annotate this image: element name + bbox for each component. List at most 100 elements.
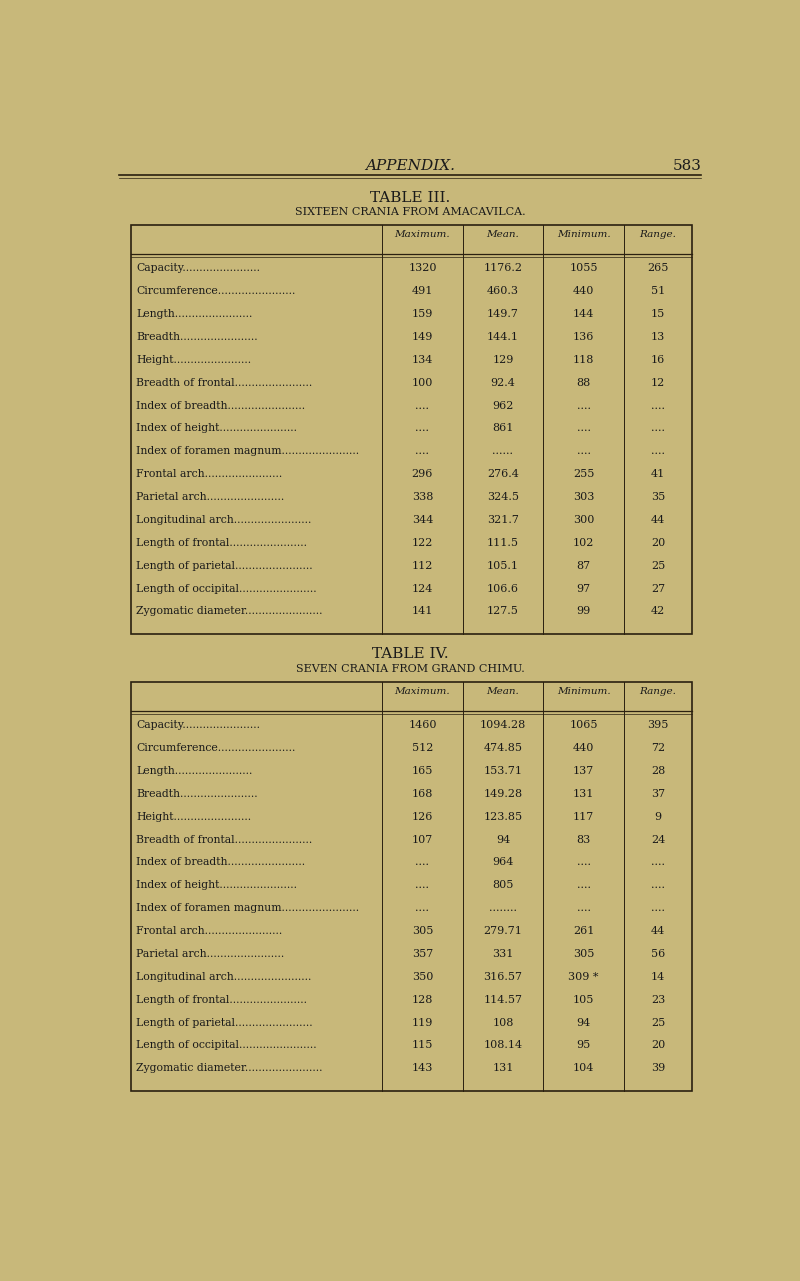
Text: 100: 100 (412, 378, 433, 388)
Text: Length.......................: Length....................... (136, 309, 252, 319)
Text: 1460: 1460 (408, 720, 437, 730)
Text: ....: .... (577, 857, 590, 867)
Text: 122: 122 (412, 538, 433, 548)
Text: Breadth of frontal.......................: Breadth of frontal......................… (136, 834, 312, 844)
Text: 321.7: 321.7 (487, 515, 519, 525)
Text: 149.7: 149.7 (487, 309, 519, 319)
Text: Length of frontal.......................: Length of frontal....................... (136, 995, 307, 1004)
Text: 128: 128 (412, 995, 433, 1004)
Text: 20: 20 (651, 538, 665, 548)
Text: 95: 95 (577, 1040, 590, 1050)
Text: 127.5: 127.5 (487, 606, 519, 616)
Text: ....: .... (415, 880, 430, 890)
Text: 168: 168 (412, 789, 433, 799)
Text: 512: 512 (412, 743, 433, 753)
Text: 165: 165 (412, 766, 433, 776)
Text: Index of height.......................: Index of height....................... (136, 880, 297, 890)
Text: 1055: 1055 (570, 263, 598, 273)
Text: 105.1: 105.1 (487, 561, 519, 571)
Text: 305: 305 (573, 949, 594, 959)
Text: 131: 131 (492, 1063, 514, 1073)
Text: ......: ...... (493, 446, 514, 456)
Text: 92.4: 92.4 (490, 378, 515, 388)
Bar (131, 224, 692, 634)
Text: Length of parietal.......................: Length of parietal......................… (136, 561, 313, 571)
Text: 136: 136 (573, 332, 594, 342)
Text: Breadth of frontal.......................: Breadth of frontal......................… (136, 378, 312, 388)
Text: Breadth.......................: Breadth....................... (136, 789, 258, 799)
Text: ....: .... (651, 857, 665, 867)
Text: 118: 118 (573, 355, 594, 365)
Text: 56: 56 (651, 949, 665, 959)
Text: Frontal arch.......................: Frontal arch....................... (136, 469, 282, 479)
Text: 88: 88 (577, 378, 590, 388)
Text: 102: 102 (573, 538, 594, 548)
Text: 111.5: 111.5 (487, 538, 519, 548)
Text: Maximum.: Maximum. (394, 229, 450, 238)
Text: 37: 37 (651, 789, 665, 799)
Text: 255: 255 (573, 469, 594, 479)
Text: 159: 159 (412, 309, 433, 319)
Text: 460.3: 460.3 (487, 286, 519, 296)
Text: Index of breadth.......................: Index of breadth....................... (136, 401, 305, 410)
Text: 51: 51 (651, 286, 665, 296)
Text: ....: .... (577, 880, 590, 890)
Text: 144: 144 (573, 309, 594, 319)
Text: Length.......................: Length....................... (136, 766, 252, 776)
Text: 16: 16 (651, 355, 665, 365)
Text: ....: .... (577, 903, 590, 913)
Text: 129: 129 (492, 355, 514, 365)
Text: 13: 13 (651, 332, 665, 342)
Text: Length of occipital.......................: Length of occipital.....................… (136, 584, 317, 593)
Text: ........: ........ (489, 903, 517, 913)
Text: 296: 296 (412, 469, 433, 479)
Text: 106.6: 106.6 (487, 584, 519, 593)
Text: Index of breadth.......................: Index of breadth....................... (136, 857, 305, 867)
Text: 15: 15 (651, 309, 665, 319)
Text: 440: 440 (573, 743, 594, 753)
Text: Range.: Range. (639, 687, 677, 696)
Text: 583: 583 (673, 159, 702, 173)
Text: 305: 305 (412, 926, 433, 936)
Text: 279.71: 279.71 (483, 926, 522, 936)
Text: ....: .... (415, 903, 430, 913)
Text: 25: 25 (651, 1017, 665, 1027)
Text: 309 *: 309 * (568, 972, 599, 981)
Text: TABLE IV.: TABLE IV. (372, 647, 448, 661)
Text: ....: .... (651, 401, 665, 410)
Text: 153.71: 153.71 (483, 766, 522, 776)
Text: 261: 261 (573, 926, 594, 936)
Text: Mean.: Mean. (486, 229, 519, 238)
Text: 324.5: 324.5 (487, 492, 519, 502)
Text: 14: 14 (651, 972, 665, 981)
Text: Frontal arch.......................: Frontal arch....................... (136, 926, 282, 936)
Text: 440: 440 (573, 286, 594, 296)
Text: 265: 265 (647, 263, 669, 273)
Text: Capacity.......................: Capacity....................... (136, 720, 260, 730)
Text: 12: 12 (651, 378, 665, 388)
Text: 344: 344 (412, 515, 433, 525)
Text: 44: 44 (651, 926, 665, 936)
Text: 474.85: 474.85 (483, 743, 522, 753)
Text: ....: .... (577, 446, 590, 456)
Text: Height.......................: Height....................... (136, 355, 251, 365)
Text: 1320: 1320 (408, 263, 437, 273)
Bar (131, 681, 692, 1091)
Text: 35: 35 (651, 492, 665, 502)
Text: Length of occipital.......................: Length of occipital.....................… (136, 1040, 317, 1050)
Text: 41: 41 (651, 469, 665, 479)
Text: 143: 143 (412, 1063, 433, 1073)
Text: ....: .... (651, 424, 665, 433)
Text: 144.1: 144.1 (487, 332, 519, 342)
Text: 137: 137 (573, 766, 594, 776)
Text: 87: 87 (577, 561, 590, 571)
Text: ....: .... (651, 903, 665, 913)
Text: Zygomatic diameter.......................: Zygomatic diameter......................… (136, 606, 322, 616)
Text: 112: 112 (412, 561, 433, 571)
Text: 108: 108 (492, 1017, 514, 1027)
Text: Index of foramen magnum.......................: Index of foramen magnum.................… (136, 903, 359, 913)
Text: 28: 28 (651, 766, 665, 776)
Text: ....: .... (651, 446, 665, 456)
Text: Mean.: Mean. (486, 687, 519, 696)
Text: 23: 23 (651, 995, 665, 1004)
